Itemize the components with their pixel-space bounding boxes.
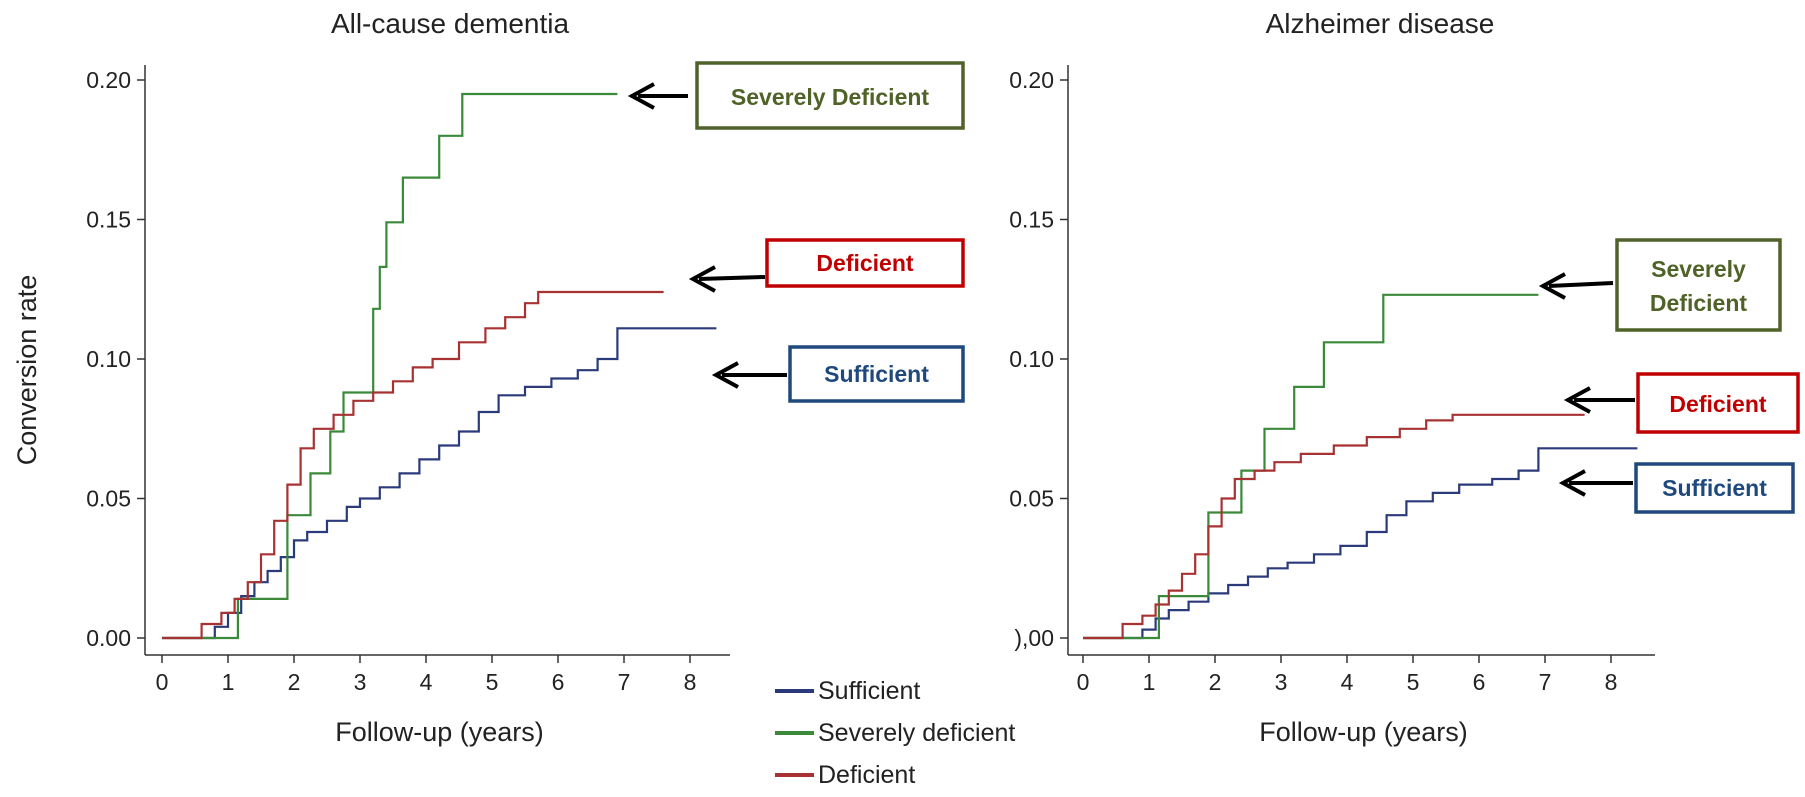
x-tick-label: 7	[618, 669, 631, 695]
x-tick-label: 7	[1539, 669, 1552, 695]
y-tick-label: 0.10	[1009, 346, 1054, 372]
y-axis-label: Conversion rate	[12, 275, 42, 466]
series-line-severely-deficient	[162, 92, 618, 640]
x-tick-label: 3	[1275, 669, 1288, 695]
series-line-deficient	[162, 290, 664, 640]
x-tick-label: 0	[156, 669, 169, 695]
callout-deficient: Deficient	[1563, 372, 1800, 434]
y-tick-label: 0.15	[1009, 207, 1054, 233]
legend-label: Sufficient	[818, 677, 920, 705]
callout-arrow-shaft	[698, 275, 766, 281]
callout-box	[765, 238, 965, 288]
x-tick-label: 8	[684, 669, 697, 695]
callout-box	[788, 345, 965, 403]
x-tick-label: 6	[1473, 669, 1486, 695]
x-tick-label: 4	[420, 669, 433, 695]
callout-sufficient: Sufficient	[1558, 462, 1795, 514]
arrow-left-icon	[1538, 272, 1566, 300]
y-tick-label: 0.10	[86, 346, 131, 372]
x-tick-label: 6	[552, 669, 565, 695]
y-tick-label: ),00	[1014, 625, 1054, 651]
series-line-sufficient	[162, 327, 717, 640]
callout-severely: Severely Deficient	[1538, 238, 1782, 332]
series-line-severely-deficient	[1083, 293, 1539, 640]
chart-panel-2: Alzheimer disease ),00 0.05 0.10 0.15 0.20 0 1 2…	[1009, 8, 1800, 747]
x-tick-label: 1	[222, 669, 235, 695]
x-tick-label: 2	[288, 669, 301, 695]
callout-label: Severely	[1651, 256, 1746, 282]
arrow-left-icon	[1563, 386, 1591, 414]
chart-panel-1: All-cause dementia 0.00 0.05 0.10 0.15 0.20 0 1…	[12, 8, 965, 747]
legend-label: Severely deficient	[818, 719, 1015, 747]
callout-label: Deficient	[816, 250, 913, 276]
chart-title: All-cause dementia	[331, 8, 570, 39]
arrow-left-icon	[711, 361, 739, 389]
legend: Sufficient Severely deficient Deficient	[775, 677, 1015, 789]
legend-item-sufficient: Sufficient	[775, 677, 920, 705]
callout-box	[1636, 372, 1800, 434]
x-tick-label: 0	[1077, 669, 1090, 695]
callout-label: Deficient	[1650, 290, 1747, 316]
series-line-sufficient	[1083, 447, 1638, 640]
callout-severely: Severely Deficient	[627, 61, 965, 130]
y-tick-label: 0.15	[86, 207, 131, 233]
y-tick-label: 0.20	[1009, 67, 1054, 93]
series-line-deficient	[1083, 413, 1585, 640]
legend-item-deficient: Deficient	[775, 761, 915, 789]
x-tick-label: 5	[1407, 669, 1420, 695]
callout-label: Sufficient	[824, 361, 929, 387]
callout-box	[695, 61, 965, 130]
arrow-left-icon	[627, 82, 655, 110]
chart-title: Alzheimer disease	[1266, 8, 1495, 39]
callout-arrow-shaft	[1548, 281, 1614, 288]
y-tick-label: 0.00	[86, 625, 131, 651]
x-axis-label: Follow-up (years)	[335, 717, 544, 747]
callout-sufficient: Sufficient	[711, 345, 965, 403]
x-axis-label: Follow-up (years)	[1259, 717, 1468, 747]
arrow-left-icon	[1558, 469, 1586, 497]
callout-box	[1615, 238, 1782, 332]
legend-label: Deficient	[818, 761, 915, 789]
x-tick-label: 4	[1341, 669, 1354, 695]
y-tick-label: 0.05	[1009, 486, 1054, 512]
x-tick-label: 5	[486, 669, 499, 695]
legend-item-severely-deficient: Severely deficient	[775, 719, 1015, 747]
x-tick-label: 2	[1209, 669, 1222, 695]
arrow-left-icon	[688, 265, 716, 293]
x-tick-label: 3	[354, 669, 367, 695]
y-tick-label: 0.05	[86, 486, 131, 512]
x-tick-label: 1	[1143, 669, 1156, 695]
x-tick-label: 8	[1605, 669, 1618, 695]
callout-label: Sufficient	[1662, 475, 1767, 501]
callout-deficient: Deficient	[688, 238, 965, 293]
y-tick-label: 0.20	[86, 67, 131, 93]
callout-label: Deficient	[1669, 391, 1766, 417]
callout-box	[1634, 462, 1795, 514]
callout-label: Severely Deficient	[731, 84, 930, 110]
